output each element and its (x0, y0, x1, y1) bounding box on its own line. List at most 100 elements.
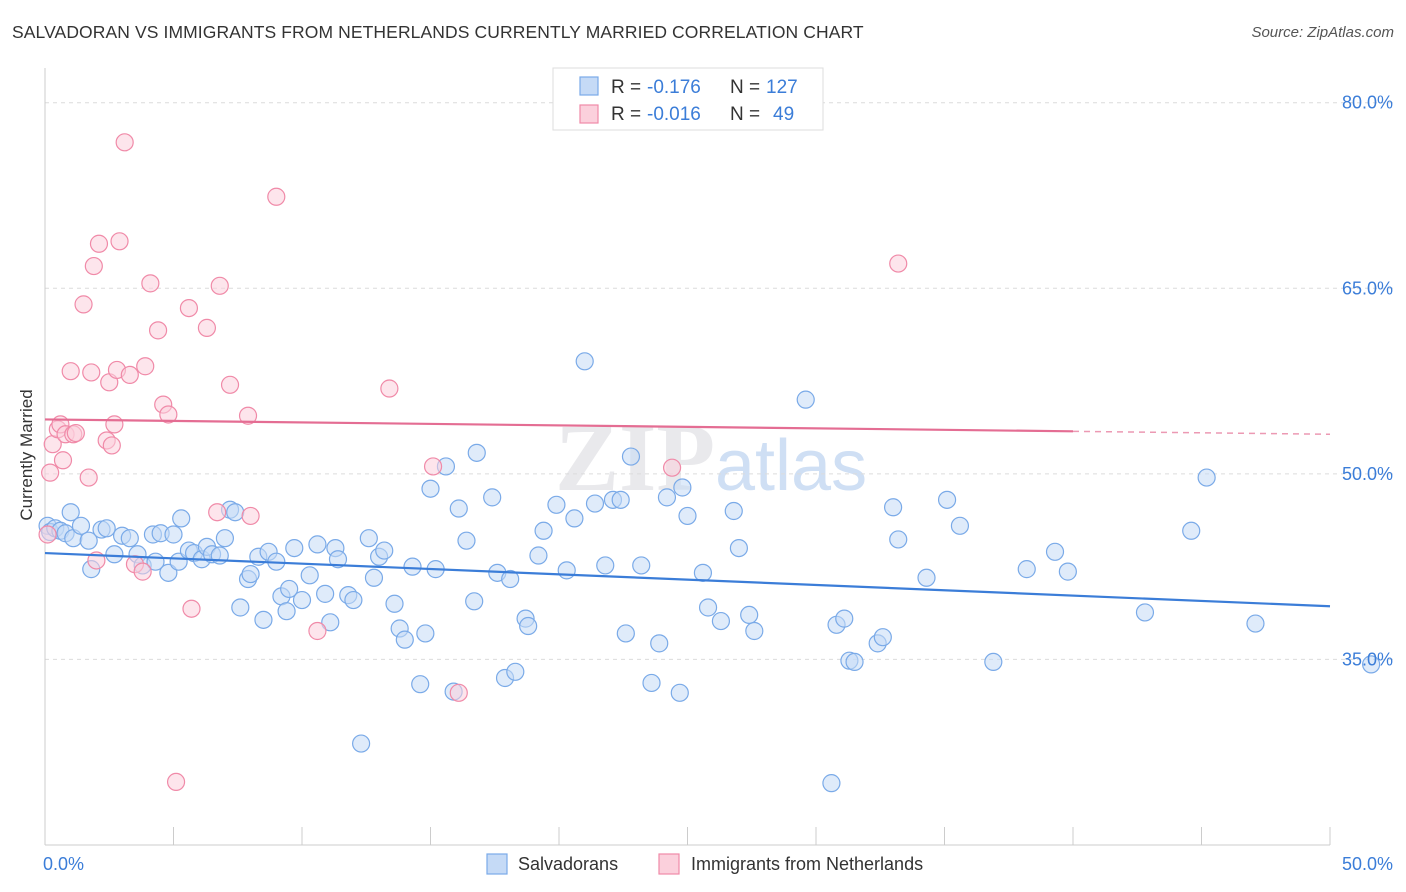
point-salvadorans (120, 529, 139, 548)
trend-line-netherlands (44, 418, 1074, 433)
point-netherlands (41, 463, 60, 482)
point-salvadorans (164, 525, 183, 544)
point-salvadorans (529, 546, 548, 565)
trend-line-salvadorans (44, 551, 1331, 608)
point-salvadorans (215, 529, 234, 548)
point-salvadorans (724, 501, 743, 521)
y-tick-label: 35.0% (1342, 649, 1393, 669)
x-tick-label: 50.0% (1342, 854, 1393, 874)
point-salvadorans (740, 605, 759, 625)
stats-n-label: N = (730, 104, 760, 125)
stats-r-label: R = (611, 77, 641, 98)
data-points (38, 133, 1381, 793)
point-salvadorans (71, 516, 91, 535)
point-salvadorans (344, 590, 363, 610)
point-salvadorans (449, 499, 468, 518)
point-netherlands (197, 318, 217, 337)
point-salvadorans (352, 734, 371, 753)
point-salvadorans (917, 568, 936, 587)
point-salvadorans (745, 621, 764, 641)
point-salvadorans (822, 774, 841, 793)
point-netherlands (148, 321, 168, 340)
point-salvadorans (506, 662, 525, 681)
point-salvadorans (585, 494, 605, 513)
point-salvadorans (231, 598, 250, 617)
point-salvadorans (61, 503, 80, 522)
legend-label-salvadorans: Salvadorans (518, 854, 618, 874)
point-salvadorans (375, 541, 394, 560)
point-netherlands (380, 379, 399, 398)
point-salvadorans (385, 594, 404, 613)
point-salvadorans (1246, 614, 1265, 633)
point-salvadorans (277, 602, 296, 621)
y-tick-label: 50.0% (1342, 464, 1393, 484)
legend: Salvadorans Immigrants from Netherlands (486, 853, 923, 875)
point-salvadorans (359, 529, 378, 548)
point-salvadorans (308, 535, 327, 554)
point-salvadorans (611, 490, 630, 509)
point-netherlands (66, 423, 85, 443)
point-salvadorans (575, 352, 594, 371)
legend-swatch-salvadorans (486, 853, 508, 875)
point-salvadorans (642, 673, 661, 693)
point-salvadorans (457, 531, 476, 550)
point-salvadorans (670, 683, 689, 702)
point-salvadorans (1197, 468, 1216, 487)
point-netherlands (136, 357, 155, 376)
point-salvadorans (1058, 562, 1077, 581)
tick-labels: 35.0% 50.0% 65.0% 80.0% 0.0% 50.0% (43, 93, 1393, 874)
point-salvadorans (501, 569, 520, 589)
point-netherlands (120, 365, 139, 385)
point-salvadorans (285, 538, 304, 558)
chart-title: SALVADORAN VS IMMIGRANTS FROM NETHERLAND… (12, 22, 864, 42)
point-salvadorans (534, 521, 553, 540)
point-salvadorans (845, 652, 864, 672)
point-netherlands (105, 415, 124, 434)
point-salvadorans (616, 624, 635, 643)
stats-row-salvadorans: R = -0.176 N = 127 (579, 76, 798, 98)
point-netherlands (74, 295, 93, 314)
stats-swatch-salvadorans (579, 76, 599, 96)
point-salvadorans (835, 609, 854, 628)
point-netherlands (53, 451, 73, 470)
point-salvadorans (1017, 560, 1036, 579)
stats-box: R = -0.176 N = 127 R = -0.016 N = 49 (552, 67, 824, 131)
y-tick-label: 80.0% (1342, 93, 1393, 113)
point-netherlands (208, 503, 227, 522)
point-salvadorans (698, 598, 718, 617)
point-salvadorans (711, 611, 731, 631)
point-netherlands (115, 133, 134, 152)
point-salvadorans (292, 590, 312, 610)
point-netherlands (241, 506, 260, 526)
x-tick-label: 0.0% (43, 854, 84, 874)
point-netherlands (79, 468, 98, 487)
point-salvadorans (596, 556, 615, 575)
point-netherlands (89, 234, 109, 253)
stats-r-label: R = (611, 104, 641, 125)
stats-row-netherlands: R = -0.016 N = 49 (579, 104, 794, 125)
point-salvadorans (937, 490, 957, 509)
point-salvadorans (254, 610, 273, 629)
point-salvadorans (364, 568, 384, 587)
point-netherlands (889, 254, 908, 273)
point-netherlands (82, 363, 101, 382)
point-netherlands (61, 362, 80, 381)
point-netherlands (133, 562, 152, 581)
point-salvadorans (411, 675, 430, 694)
point-netherlands (238, 406, 258, 425)
point-salvadorans (328, 550, 348, 569)
point-netherlands (166, 772, 186, 792)
point-salvadorans (79, 531, 98, 550)
chart-source: Source: ZipAtlas.com (1251, 24, 1394, 41)
point-salvadorans (316, 584, 335, 603)
y-axis-label: Currently Married (17, 389, 36, 520)
point-salvadorans (300, 566, 319, 585)
point-salvadorans (519, 616, 538, 636)
point-salvadorans (465, 592, 484, 611)
point-salvadorans (693, 563, 713, 582)
point-salvadorans (889, 530, 908, 549)
point-salvadorans (547, 495, 566, 514)
point-netherlands (102, 436, 121, 455)
point-salvadorans (984, 652, 1003, 672)
